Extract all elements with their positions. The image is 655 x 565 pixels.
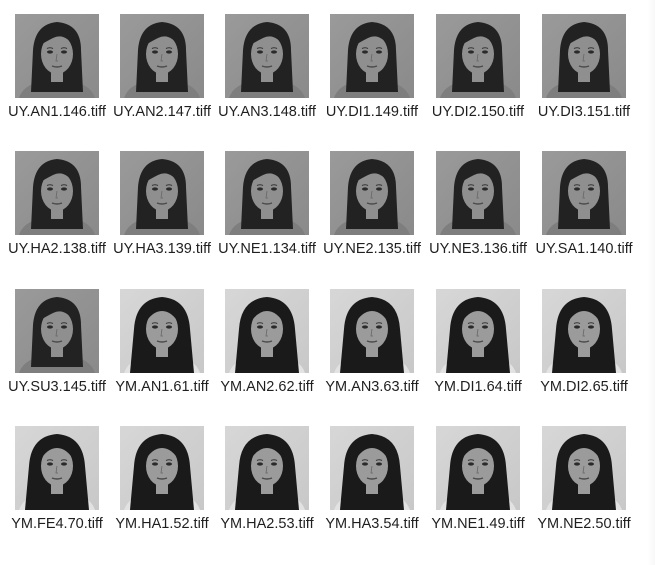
face-thumbnail	[15, 14, 99, 98]
file-thumbnail[interactable]	[532, 151, 636, 237]
file-thumbnail[interactable]	[110, 426, 214, 512]
file-item[interactable]: YM.HA3.54.tiff	[320, 426, 424, 558]
file-thumbnail[interactable]	[5, 289, 109, 375]
file-name: UY.NE2.135.tiff	[323, 241, 421, 257]
file-name: UY.NE1.134.tiff	[218, 241, 316, 257]
file-item[interactable]: UY.NE2.135.tiff	[320, 151, 424, 283]
file-item[interactable]: YM.DI1.64.tiff	[426, 289, 530, 421]
file-thumbnail[interactable]	[5, 151, 109, 237]
file-thumbnail[interactable]	[110, 151, 214, 237]
face-thumbnail	[330, 14, 414, 98]
file-name: UY.HA3.139.tiff	[113, 241, 211, 257]
file-name: UY.SA1.140.tiff	[535, 241, 633, 257]
file-item[interactable]: UY.DI2.150.tiff	[426, 14, 530, 146]
file-item[interactable]: YM.DI2.65.tiff	[532, 289, 636, 421]
file-thumbnail[interactable]	[320, 289, 424, 375]
file-name: UY.DI3.151.tiff	[537, 104, 631, 120]
file-thumbnail[interactable]	[426, 426, 530, 512]
file-name: YM.AN1.61.tiff	[115, 379, 209, 395]
file-item[interactable]: UY.AN1.146.tiff	[5, 14, 109, 146]
face-thumbnail	[542, 14, 626, 98]
file-item[interactable]: UY.SA1.140.tiff	[532, 151, 636, 283]
face-thumbnail	[330, 151, 414, 235]
face-thumbnail	[436, 151, 520, 235]
file-name: YM.DI2.65.tiff	[540, 379, 628, 395]
file-name: YM.NE1.49.tiff	[431, 516, 525, 532]
file-thumbnail[interactable]	[110, 14, 214, 100]
file-thumbnail[interactable]	[5, 14, 109, 100]
file-thumbnail[interactable]	[215, 289, 319, 375]
file-name: YM.HA3.54.tiff	[325, 516, 419, 532]
face-thumbnail	[330, 426, 414, 510]
file-item[interactable]: YM.AN1.61.tiff	[110, 289, 214, 421]
file-item[interactable]: YM.NE1.49.tiff	[426, 426, 530, 558]
face-thumbnail	[120, 151, 204, 235]
face-thumbnail	[436, 426, 520, 510]
file-thumbnail[interactable]	[532, 289, 636, 375]
face-thumbnail	[225, 151, 309, 235]
file-name: UY.SU3.145.tiff	[8, 379, 106, 395]
file-thumbnail[interactable]	[532, 14, 636, 100]
face-thumbnail	[120, 289, 204, 373]
file-name: UY.AN1.146.tiff	[8, 104, 106, 120]
file-item[interactable]: YM.NE2.50.tiff	[532, 426, 636, 558]
face-thumbnail	[542, 426, 626, 510]
face-thumbnail	[436, 289, 520, 373]
file-item[interactable]: UY.HA3.139.tiff	[110, 151, 214, 283]
file-item[interactable]: YM.AN3.63.tiff	[320, 289, 424, 421]
face-thumbnail	[225, 426, 309, 510]
file-name: UY.AN3.148.tiff	[218, 104, 316, 120]
file-item[interactable]: UY.DI3.151.tiff	[532, 14, 636, 146]
file-name: YM.HA1.52.tiff	[115, 516, 209, 532]
file-name: YM.NE2.50.tiff	[537, 516, 631, 532]
file-name: YM.DI1.64.tiff	[434, 379, 522, 395]
face-thumbnail	[15, 289, 99, 373]
file-item[interactable]: YM.AN2.62.tiff	[215, 289, 319, 421]
file-name: UY.HA2.138.tiff	[8, 241, 106, 257]
file-thumbnail[interactable]	[215, 14, 319, 100]
file-item[interactable]: UY.AN3.148.tiff	[215, 14, 319, 146]
file-name: YM.HA2.53.tiff	[220, 516, 314, 532]
file-item[interactable]: UY.DI1.149.tiff	[320, 14, 424, 146]
file-name: YM.AN2.62.tiff	[220, 379, 314, 395]
file-thumbnail[interactable]	[426, 289, 530, 375]
face-thumbnail	[225, 289, 309, 373]
file-name: YM.AN3.63.tiff	[325, 379, 419, 395]
file-thumbnail[interactable]	[215, 151, 319, 237]
face-thumbnail	[542, 151, 626, 235]
face-thumbnail	[542, 289, 626, 373]
file-item[interactable]: UY.HA2.138.tiff	[5, 151, 109, 283]
face-thumbnail	[15, 151, 99, 235]
scroll-edge	[647, 0, 655, 565]
file-thumbnail[interactable]	[215, 426, 319, 512]
file-thumbnail[interactable]	[320, 151, 424, 237]
file-item[interactable]: UY.AN2.147.tiff	[110, 14, 214, 146]
file-thumbnail[interactable]	[426, 14, 530, 100]
file-name: YM.FE4.70.tiff	[11, 516, 103, 532]
face-thumbnail	[436, 14, 520, 98]
file-name: UY.NE3.136.tiff	[429, 241, 527, 257]
face-thumbnail	[225, 14, 309, 98]
face-thumbnail	[120, 426, 204, 510]
face-thumbnail	[330, 289, 414, 373]
file-name: UY.DI1.149.tiff	[325, 104, 419, 120]
file-thumbnail[interactable]	[426, 151, 530, 237]
file-item[interactable]: UY.NE1.134.tiff	[215, 151, 319, 283]
file-item[interactable]: UY.SU3.145.tiff	[5, 289, 109, 421]
file-name: UY.DI2.150.tiff	[431, 104, 525, 120]
face-thumbnail	[15, 426, 99, 510]
face-thumbnail	[120, 14, 204, 98]
file-item[interactable]: YM.FE4.70.tiff	[5, 426, 109, 558]
file-thumbnail[interactable]	[320, 14, 424, 100]
file-thumbnail[interactable]	[320, 426, 424, 512]
file-thumbnail[interactable]	[532, 426, 636, 512]
file-thumbnail[interactable]	[5, 426, 109, 512]
file-thumbnail[interactable]	[110, 289, 214, 375]
file-item[interactable]: YM.HA2.53.tiff	[215, 426, 319, 558]
file-name: UY.AN2.147.tiff	[113, 104, 211, 120]
file-item[interactable]: YM.HA1.52.tiff	[110, 426, 214, 558]
file-item[interactable]: UY.NE3.136.tiff	[426, 151, 530, 283]
